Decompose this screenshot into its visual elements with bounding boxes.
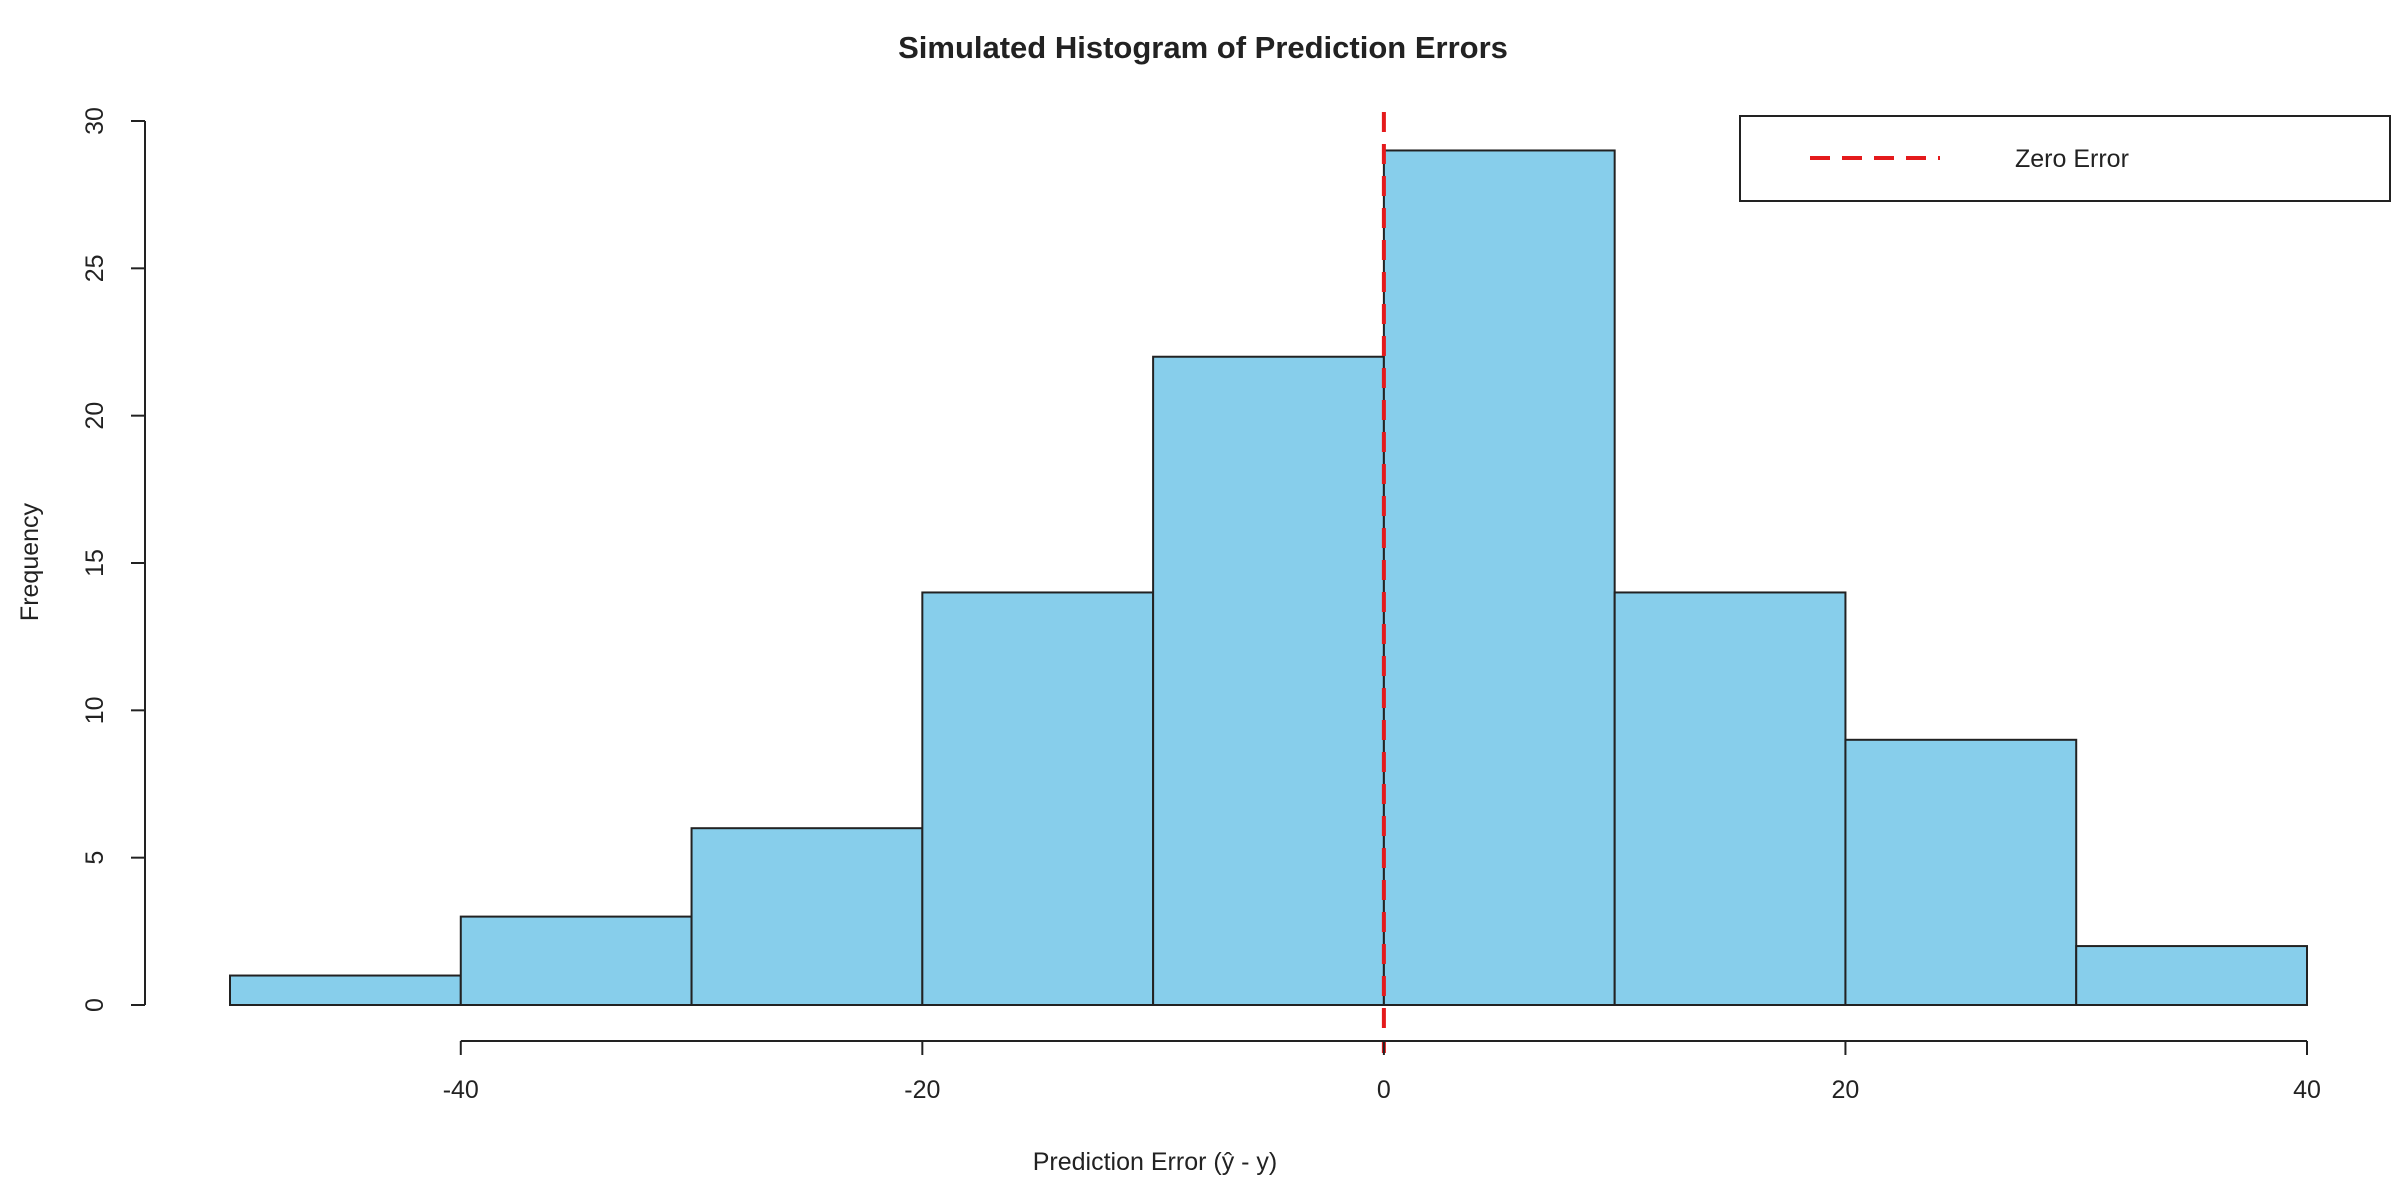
legend: Zero Error [1739,115,2391,202]
histogram-bar [459,915,693,1006]
x-axis-label: Prediction Error (ŷ - y) [1033,1148,1277,1176]
x-tick-label: -40 [443,1076,479,1104]
y-tick-label: 15 [81,549,109,577]
histogram-bar [1152,355,1385,1006]
y-tick-label: 25 [81,254,109,282]
histogram-bar [1382,149,1616,1006]
x-tick-label: 20 [1832,1076,1860,1104]
y-tick-label: 30 [81,107,109,135]
legend-label-zero-error: Zero Error [2015,145,2129,173]
y-axis: 0 5 10 15 20 25 30 [81,107,146,1012]
x-tick-label: 40 [2293,1076,2321,1104]
histogram-bar [690,827,924,1007]
chart-title: Simulated Histogram of Prediction Errors [898,30,1508,65]
y-tick-label: 20 [81,402,109,430]
histogram-bar [1613,591,1847,1006]
y-tick-label: 0 [81,998,109,1012]
y-axis-label: Frequency [16,502,44,621]
histogram-bar [229,974,462,1006]
x-tick-label: 0 [1377,1076,1391,1104]
histogram-bar [921,591,1155,1006]
y-tick-label: 5 [81,851,109,865]
x-axis: -40 -20 0 20 40 [443,1040,2321,1104]
x-tick-label: -20 [904,1076,940,1104]
histogram-bars [229,149,2308,1007]
histogram-bar [1844,738,2078,1006]
y-tick-label: 10 [81,696,109,724]
histogram-bar [2075,945,2308,1006]
